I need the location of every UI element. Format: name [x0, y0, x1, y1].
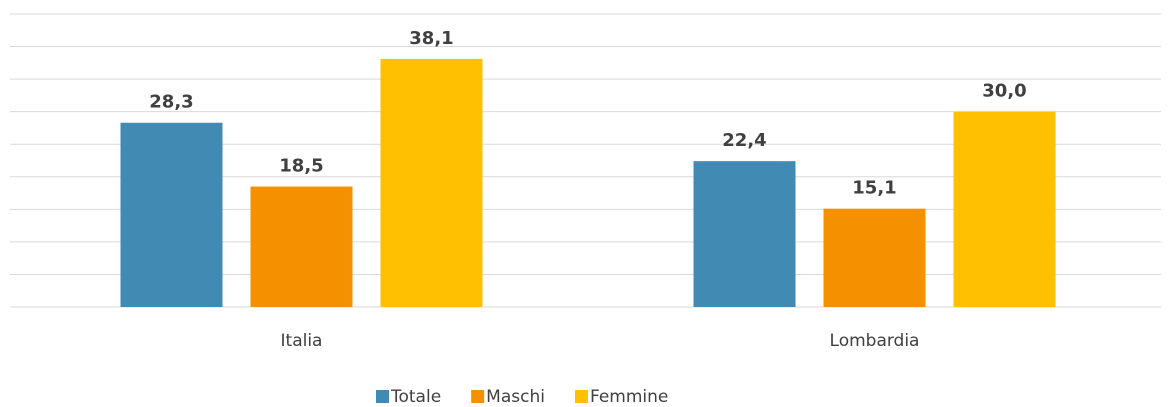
value-label: 18,5 [279, 156, 323, 177]
bar [380, 58, 483, 307]
legend-swatch [471, 390, 485, 403]
legend-label: Femmine [590, 387, 668, 407]
bar [823, 208, 926, 307]
value-label: 38,1 [409, 28, 453, 49]
value-label: 28,3 [149, 92, 193, 113]
legend-swatch [574, 390, 588, 403]
legend-swatch [376, 390, 389, 403]
legend-label: Maschi [486, 387, 545, 407]
value-label: 22,4 [722, 130, 766, 151]
bar [953, 111, 1056, 308]
x-tick-label: Lombardia [830, 331, 920, 351]
bar [693, 161, 796, 307]
x-tick-label: Italia [281, 331, 323, 351]
bar [120, 122, 223, 307]
value-label: 30,0 [982, 81, 1026, 102]
bar [250, 186, 353, 307]
value-label: 15,1 [852, 178, 896, 199]
legend-label: Totale [390, 387, 441, 407]
